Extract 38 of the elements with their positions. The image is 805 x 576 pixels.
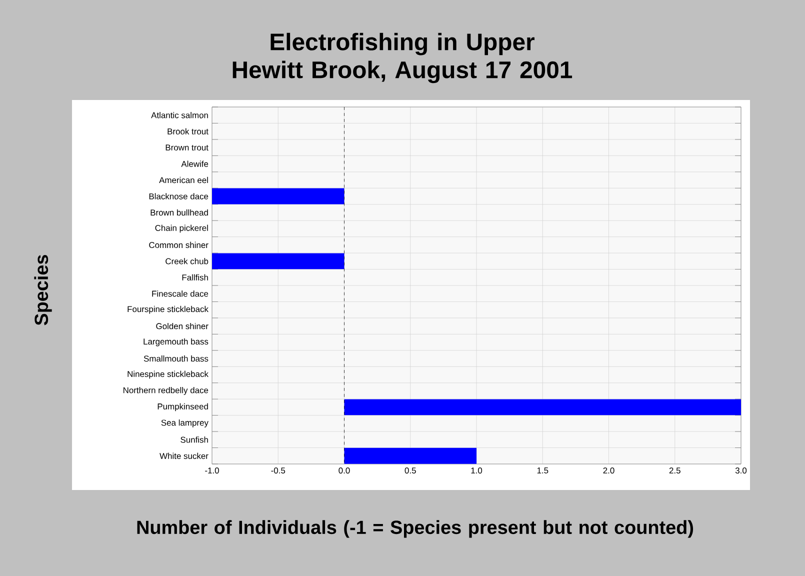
y-tick-label: Fourspine stickleback [128,306,208,314]
y-tick-label: White sucker [160,452,208,459]
y-tick-label: Sea lamprey [161,419,208,428]
y-tick-label: Smallmouth bass [144,355,208,362]
y-tick-label: American eel [159,176,208,184]
y-tick-label: Golden shiner [156,322,208,330]
y-tick-label: Blacknose dace [149,193,208,200]
y-tick-label: Fallfish [182,274,208,280]
x-tick-label: 1.0 [471,468,482,474]
bar [212,253,344,270]
y-tick-label: Brown trout [166,144,208,151]
y-tick-label: Sunfish [180,436,208,443]
y-tick-label: Brook trout [168,128,208,134]
y-tick-label: Atlantic salmon [151,112,208,118]
bar [344,448,477,464]
y-tick-label: Brown bullhead [150,209,208,216]
y-tick-label: Common shiner [149,242,208,248]
x-tick-label: 2.0 [603,468,614,474]
bar [344,399,742,416]
y-tick-label: Creek chub [166,258,208,264]
x-tick-label: 2.5 [669,468,680,474]
y-tick-label: Finescale dace [152,290,208,297]
x-tick-label: 0.0 [338,468,350,474]
y-tick-label: Ninespine stickleback [128,370,208,379]
chart-title: Electrofishing in Upper Hewitt Brook, August 17 2001 [232,32,572,84]
y-tick-label: Largemouth bass [144,338,208,346]
x-tick-label: -0.5 [271,468,286,474]
bar [212,188,344,204]
x-tick-label: 1.5 [537,468,548,474]
x-tick-label: 0.5 [404,468,416,474]
x-axis-title: Number of Individuals (-1 = Species present but not counted) [137,520,694,538]
y-tick-label: Alewife [181,160,208,167]
y-tick-label: Pumpkinseed [158,403,208,412]
y-tick-label: Northern redbelly dace [124,387,208,395]
x-tick-label: -1.0 [205,468,219,474]
y-tick-label: Chain pickerel [155,224,208,233]
y-axis-title: Species [34,254,52,326]
x-tick-label: 3.0 [735,468,747,474]
